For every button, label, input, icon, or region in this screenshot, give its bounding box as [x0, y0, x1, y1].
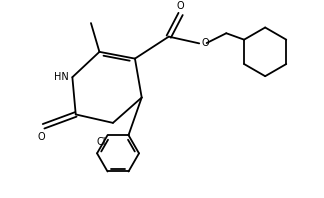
Text: HN: HN	[53, 72, 68, 82]
Text: O: O	[202, 38, 209, 48]
Text: O: O	[37, 132, 45, 142]
Text: O: O	[177, 1, 184, 10]
Text: Cl: Cl	[96, 137, 106, 147]
